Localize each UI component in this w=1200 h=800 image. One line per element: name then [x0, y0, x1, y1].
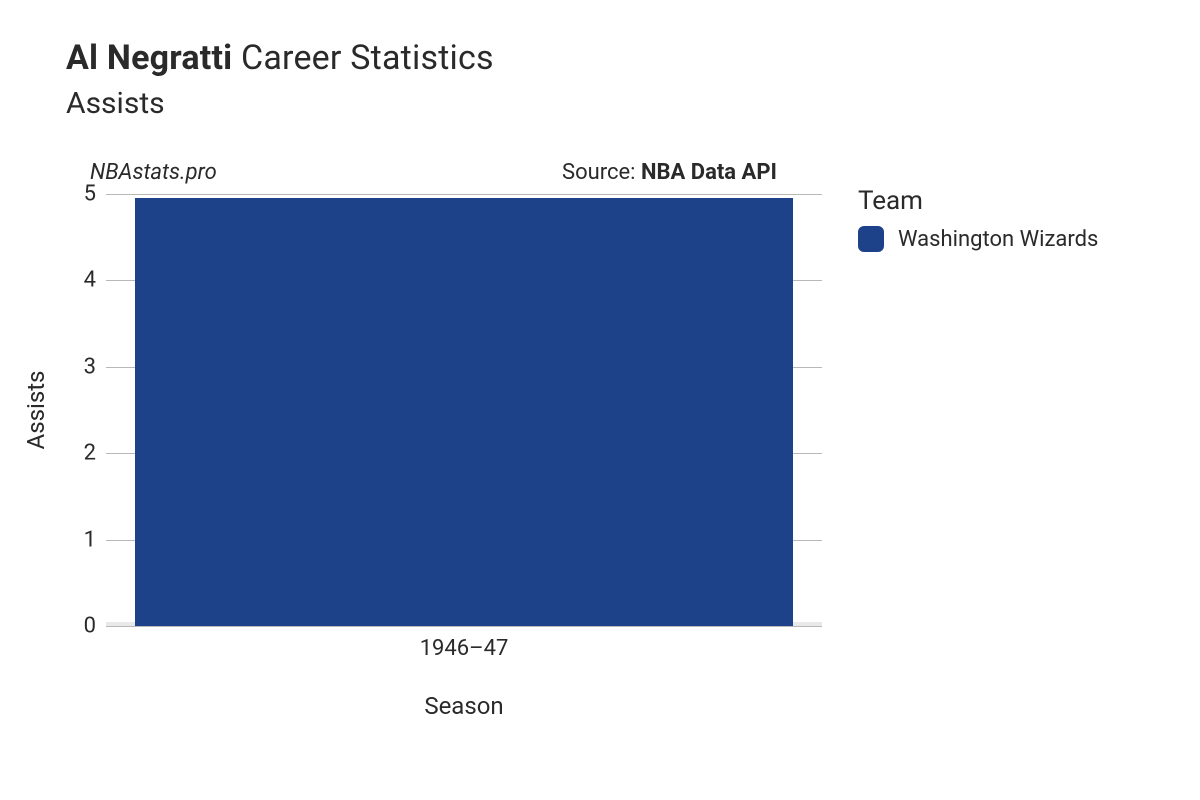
title-rest: Career Statistics: [241, 38, 494, 78]
y-tick-label: 5: [84, 182, 106, 207]
x-tick-label: 1946–47: [420, 626, 509, 661]
y-tick-label: 1: [84, 527, 106, 552]
legend-label: Washington Wizards: [898, 227, 1098, 252]
x-axis-label: Season: [424, 692, 503, 720]
bar: [135, 198, 794, 626]
grid-line: [106, 194, 822, 195]
source-prefix: Source:: [562, 160, 641, 185]
source-attribution: Source: NBA Data API: [562, 160, 777, 185]
y-tick-label: 2: [84, 441, 106, 466]
watermark-text: NBAstats.pro: [90, 160, 217, 185]
chart-title-line1: Al Negratti Career Statistics: [66, 38, 494, 78]
legend: Team Washington Wizards: [858, 186, 1098, 252]
chart-stage: Al Negratti Career Statistics Assists NB…: [0, 0, 1200, 800]
y-axis-label: Assists: [22, 371, 50, 450]
source-name: NBA Data API: [641, 160, 777, 185]
legend-item: Washington Wizards: [858, 226, 1098, 252]
y-tick-label: 3: [84, 354, 106, 379]
y-tick-label: 0: [84, 614, 106, 639]
y-tick-label: 4: [84, 268, 106, 293]
chart-subtitle: Assists: [66, 86, 494, 121]
plot-area: 0123451946–47: [106, 194, 822, 626]
player-name: Al Negratti: [66, 38, 232, 78]
chart-title-block: Al Negratti Career Statistics Assists: [66, 38, 494, 121]
legend-title: Team: [858, 186, 1098, 216]
legend-swatch: [858, 226, 884, 252]
